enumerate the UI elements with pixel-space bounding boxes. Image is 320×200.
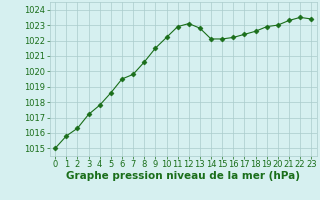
X-axis label: Graphe pression niveau de la mer (hPa): Graphe pression niveau de la mer (hPa) [66,171,300,181]
